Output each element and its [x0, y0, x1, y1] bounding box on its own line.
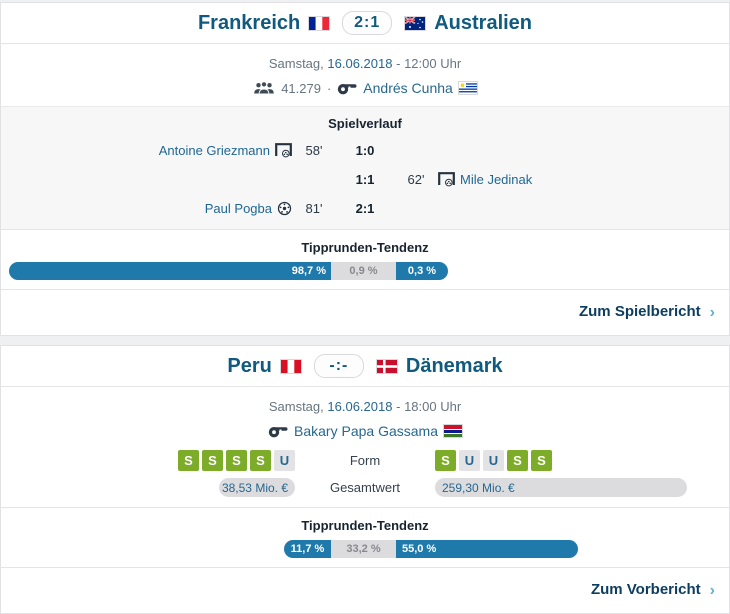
score-pill[interactable]: 2:1	[342, 11, 393, 35]
tendency-home-segment: 11,7 %	[284, 540, 331, 558]
player-link[interactable]: Paul Pogba	[204, 201, 272, 216]
tendency-away-segment: 0,3 %	[396, 262, 448, 280]
referee-link[interactable]: Bakary Papa Gassama	[294, 423, 438, 439]
match-date-line: Samstag, 16.06.2018 - 12:00 Uhr	[1, 56, 729, 71]
form-box: S	[178, 450, 199, 471]
date-separator: -	[396, 399, 401, 414]
form-box: S	[531, 450, 552, 471]
away-form-boxes: S U U S S	[435, 450, 729, 471]
match-report-link[interactable]: Zum Spielbericht	[578, 303, 701, 320]
tendency-bar: 11,7 % 33,2 % 55,0 %	[284, 540, 578, 558]
home-value-cell: 38,53 Mio. €	[1, 478, 295, 497]
goal-event-row: Antoine Griezmann 58' 1:0	[1, 136, 729, 165]
goal-icon	[275, 143, 292, 158]
people-icon	[253, 81, 275, 95]
goal-minute: 81'	[305, 201, 323, 216]
kickoff-time: 18:00 Uhr	[404, 399, 462, 414]
match-header: Frankreich 2:1 Australien	[1, 3, 729, 44]
card-footer: Zum Vorbericht ›	[1, 568, 729, 613]
running-score: 2:1	[355, 201, 375, 216]
away-value-cell: 259,30 Mio. €	[435, 478, 729, 497]
tendency-draw-segment: 0,9 %	[331, 262, 396, 280]
event-away-cell: Mile Jedinak	[438, 172, 729, 187]
timeline-section: Spielverlauf Antoine Griezmann 58' 1:0 1…	[1, 106, 729, 230]
home-value-pill: 38,53 Mio. €	[219, 478, 295, 497]
referee-link[interactable]: Andrés Cunha	[363, 80, 453, 96]
match-date-line: Samstag, 16.06.2018 - 18:00 Uhr	[1, 399, 729, 414]
form-row: S S S S U Form S U U S S	[1, 450, 729, 471]
whistle-icon	[268, 424, 288, 438]
tendency-title: Tipprunden-Tendenz	[301, 518, 429, 533]
date-separator: -	[396, 56, 401, 71]
away-team-name[interactable]: Australien	[434, 11, 533, 34]
tendency-draw-segment: 33,2 %	[331, 540, 396, 558]
market-value-row: 38,53 Mio. € Gesamtwert 259,30 Mio. €	[1, 478, 729, 497]
goal-event-row: Paul Pogba 81' 2:1	[1, 194, 729, 223]
date-link[interactable]: 16.06.2018	[327, 399, 393, 414]
running-score: 1:0	[355, 143, 375, 158]
chevron-right-icon[interactable]: ›	[709, 304, 715, 321]
home-team-name[interactable]: Frankreich	[197, 11, 301, 34]
tendency-section: Tipprunden-Tendenz 11,7 % 33,2 % 55,0 %	[1, 507, 729, 568]
timeline-title: Spielverlauf	[328, 116, 402, 131]
form-box: U	[459, 450, 480, 471]
attendance-count: 41.279	[281, 80, 321, 96]
running-score: 1:1	[355, 172, 375, 187]
player-link[interactable]: Mile Jedinak	[460, 172, 533, 187]
goal-minute: 58'	[305, 143, 323, 158]
home-form-boxes: S S S S U	[1, 450, 295, 471]
australia-flag	[404, 15, 426, 30]
match-header: Peru -:- Dänemark	[1, 346, 729, 387]
form-box: S	[202, 450, 223, 471]
match-info: Samstag, 16.06.2018 - 18:00 Uhr Bakary P…	[1, 387, 729, 507]
form-box: S	[507, 450, 528, 471]
form-box: S	[226, 450, 247, 471]
event-home-cell: Antoine Griezmann	[1, 143, 292, 158]
tendency-section: Tipprunden-Tendenz 98,7 % 0,9 % 0,3 %	[1, 230, 729, 290]
denmark-flag	[376, 359, 397, 373]
uruguay-flag	[458, 82, 477, 94]
timeline-rows: Antoine Griezmann 58' 1:0 1:1 62'	[1, 136, 729, 223]
match-info: Samstag, 16.06.2018 - 12:00 Uhr 41.279 ·…	[1, 44, 729, 106]
weekday-label: Samstag,	[268, 56, 324, 71]
peru-flag	[280, 359, 301, 373]
ball-icon	[277, 201, 292, 216]
tendency-bar: 98,7 % 0,9 % 0,3 %	[9, 262, 448, 280]
player-link[interactable]: Antoine Griezmann	[158, 143, 270, 158]
tendency-title: Tipprunden-Tendenz	[301, 240, 429, 255]
gambia-flag	[443, 425, 462, 437]
goal-icon	[438, 172, 455, 187]
referee-line: Bakary Papa Gassama	[1, 423, 729, 439]
chevron-right-icon[interactable]: ›	[709, 582, 715, 599]
match-card-peru-daenemark: Peru -:- Dänemark Samstag, 16.06.2018 - …	[0, 345, 730, 614]
form-box: U	[483, 450, 504, 471]
home-team-name[interactable]: Peru	[227, 354, 272, 377]
away-value-pill: 259,30 Mio. €	[435, 478, 687, 497]
goal-event-row: 1:1 62' Mile Jedinak	[1, 165, 729, 194]
tendency-away-segment: 55,0 %	[396, 540, 578, 558]
form-box: S	[435, 450, 456, 471]
france-flag	[309, 16, 330, 30]
form-box: U	[274, 450, 295, 471]
date-link[interactable]: 16.06.2018	[327, 56, 393, 71]
attendance-referee-line: 41.279 · Andrés Cunha	[1, 80, 729, 96]
dot-separator: ·	[326, 80, 332, 96]
value-label: Gesamtwert	[329, 480, 401, 495]
card-footer: Zum Spielbericht ›	[1, 290, 729, 335]
match-card-frankreich-australien: Frankreich 2:1 Australien Samstag, 16.06…	[0, 2, 730, 336]
tendency-home-segment: 98,7 %	[9, 262, 331, 280]
weekday-label: Samstag,	[268, 399, 324, 414]
goal-minute: 62'	[407, 172, 425, 187]
form-label: Form	[349, 453, 381, 468]
away-team-name[interactable]: Dänemark	[405, 354, 503, 377]
score-pill[interactable]: -:-	[313, 354, 364, 378]
kickoff-time: 12:00 Uhr	[404, 56, 462, 71]
form-box: S	[250, 450, 271, 471]
whistle-icon	[337, 81, 357, 95]
event-home-cell: Paul Pogba	[1, 201, 292, 216]
